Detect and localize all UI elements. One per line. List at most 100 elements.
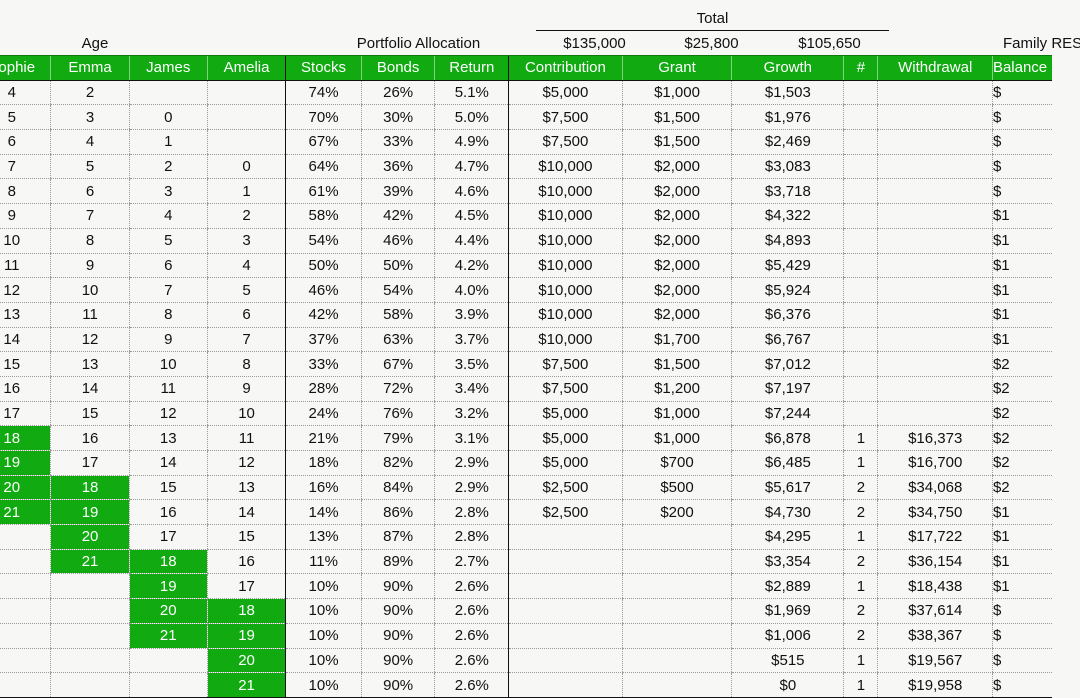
cell-contribution[interactable] bbox=[508, 648, 623, 674]
cell-sophie[interactable] bbox=[0, 623, 51, 649]
cell-amelia[interactable]: 9 bbox=[206, 376, 286, 402]
cell-james[interactable]: 0 bbox=[128, 104, 208, 131]
cell-n[interactable] bbox=[843, 154, 878, 180]
cell-james[interactable]: 19 bbox=[128, 573, 208, 600]
cell-sophie[interactable] bbox=[0, 573, 51, 600]
cell-ret[interactable]: 3.9% bbox=[434, 302, 509, 328]
cell-stocks[interactable]: 61% bbox=[285, 178, 362, 205]
cell-grant[interactable]: $200 bbox=[621, 499, 732, 526]
cell-amelia[interactable]: 2 bbox=[206, 203, 286, 229]
cell-withdrawal[interactable] bbox=[877, 253, 993, 279]
cell-contribution[interactable] bbox=[508, 549, 623, 575]
cell-emma[interactable] bbox=[50, 598, 130, 624]
cell-stocks[interactable]: 11% bbox=[285, 549, 362, 575]
cell-grant[interactable] bbox=[621, 549, 732, 575]
cell-stocks[interactable]: 10% bbox=[285, 598, 362, 624]
cell-n[interactable]: 1 bbox=[843, 672, 878, 698]
cell-growth[interactable]: $7,244 bbox=[731, 401, 844, 427]
cell-james[interactable]: 4 bbox=[128, 203, 208, 229]
cell-growth[interactable]: $3,718 bbox=[731, 178, 844, 205]
cell-bonds[interactable]: 63% bbox=[360, 327, 435, 353]
cell-emma[interactable]: 15 bbox=[50, 401, 130, 427]
cell-grant[interactable]: $1,500 bbox=[621, 104, 732, 131]
cell-stocks[interactable]: 21% bbox=[285, 425, 362, 451]
cell-balance[interactable]: $1 bbox=[991, 203, 1052, 229]
cell-emma[interactable]: 14 bbox=[50, 376, 130, 402]
cell-james[interactable]: 17 bbox=[128, 524, 208, 550]
cell-bonds[interactable]: 39% bbox=[360, 178, 435, 205]
cell-n[interactable]: 1 bbox=[843, 648, 878, 674]
col-header-amelia[interactable]: Amelia bbox=[206, 55, 286, 81]
cell-emma[interactable]: 9 bbox=[50, 253, 130, 279]
cell-emma[interactable]: 12 bbox=[50, 327, 130, 353]
cell-james[interactable]: 5 bbox=[128, 228, 208, 254]
col-header-withdrawal[interactable]: Withdrawal bbox=[877, 55, 993, 81]
cell-bonds[interactable]: 79% bbox=[360, 425, 435, 451]
cell-growth[interactable]: $515 bbox=[731, 648, 844, 674]
cell-bonds[interactable]: 67% bbox=[360, 351, 435, 377]
cell-emma[interactable] bbox=[50, 623, 130, 649]
cell-bonds[interactable]: 84% bbox=[360, 475, 435, 501]
cell-withdrawal[interactable] bbox=[877, 104, 993, 131]
cell-ret[interactable]: 3.2% bbox=[434, 401, 509, 427]
cell-stocks[interactable]: 18% bbox=[285, 450, 362, 476]
cell-grant[interactable]: $2,000 bbox=[621, 203, 732, 229]
cell-n[interactable] bbox=[843, 178, 878, 205]
cell-grant[interactable] bbox=[621, 573, 732, 600]
cell-amelia[interactable]: 3 bbox=[206, 228, 286, 254]
cell-amelia[interactable]: 11 bbox=[206, 425, 286, 451]
cell-contribution[interactable] bbox=[508, 524, 623, 550]
cell-n[interactable]: 2 bbox=[843, 623, 878, 649]
cell-growth[interactable]: $7,012 bbox=[731, 351, 844, 377]
cell-growth[interactable]: $6,376 bbox=[731, 302, 844, 328]
cell-contribution[interactable]: $7,500 bbox=[508, 351, 623, 377]
cell-sophie[interactable]: 7 bbox=[0, 154, 51, 180]
cell-amelia[interactable]: 18 bbox=[206, 598, 286, 624]
cell-grant[interactable]: $2,000 bbox=[621, 228, 732, 254]
cell-contribution[interactable]: $5,000 bbox=[508, 450, 623, 476]
cell-withdrawal[interactable] bbox=[877, 178, 993, 205]
cell-amelia[interactable]: 7 bbox=[206, 327, 286, 353]
cell-growth[interactable]: $1,006 bbox=[731, 623, 844, 649]
cell-ret[interactable]: 5.0% bbox=[434, 104, 509, 131]
cell-amelia[interactable]: 6 bbox=[206, 302, 286, 328]
cell-james[interactable]: 9 bbox=[128, 327, 208, 353]
cell-bonds[interactable]: 90% bbox=[360, 623, 435, 649]
cell-contribution[interactable] bbox=[508, 573, 623, 600]
cell-n[interactable]: 2 bbox=[843, 499, 878, 526]
cell-emma[interactable]: 4 bbox=[50, 129, 130, 155]
cell-contribution[interactable]: $2,500 bbox=[508, 475, 623, 501]
cell-emma[interactable]: 18 bbox=[50, 475, 130, 501]
cell-growth[interactable]: $4,893 bbox=[731, 228, 844, 254]
cell-growth[interactable]: $6,767 bbox=[731, 327, 844, 353]
cell-bonds[interactable]: 86% bbox=[360, 499, 435, 526]
cell-sophie[interactable] bbox=[0, 648, 51, 674]
cell-contribution[interactable] bbox=[508, 598, 623, 624]
cell-balance[interactable]: $1 bbox=[991, 549, 1052, 575]
cell-withdrawal[interactable]: $19,567 bbox=[877, 648, 993, 674]
cell-grant[interactable]: $2,000 bbox=[621, 277, 732, 303]
cell-balance[interactable]: $ bbox=[991, 104, 1052, 131]
cell-james[interactable]: 7 bbox=[128, 277, 208, 303]
cell-balance[interactable]: $2 bbox=[991, 401, 1052, 427]
cell-n[interactable]: 2 bbox=[843, 549, 878, 575]
cell-sophie[interactable]: 18 bbox=[0, 425, 51, 451]
cell-amelia[interactable]: 10 bbox=[206, 401, 286, 427]
cell-withdrawal[interactable] bbox=[877, 327, 993, 353]
cell-n[interactable] bbox=[843, 129, 878, 155]
cell-ret[interactable]: 4.2% bbox=[434, 253, 509, 279]
cell-balance[interactable]: $ bbox=[991, 154, 1052, 180]
cell-n[interactable]: 1 bbox=[843, 450, 878, 476]
cell-emma[interactable]: 3 bbox=[50, 104, 130, 131]
cell-withdrawal[interactable] bbox=[877, 203, 993, 229]
cell-emma[interactable]: 11 bbox=[50, 302, 130, 328]
cell-contribution[interactable]: $10,000 bbox=[508, 253, 623, 279]
col-header-stocks[interactable]: Stocks bbox=[285, 55, 362, 81]
cell-bonds[interactable]: 90% bbox=[360, 672, 435, 698]
cell-balance[interactable]: $1 bbox=[991, 302, 1052, 328]
cell-sophie[interactable]: 9 bbox=[0, 203, 51, 229]
cell-stocks[interactable]: 33% bbox=[285, 351, 362, 377]
cell-emma[interactable]: 13 bbox=[50, 351, 130, 377]
cell-contribution[interactable]: $10,000 bbox=[508, 302, 623, 328]
cell-n[interactable] bbox=[843, 302, 878, 328]
